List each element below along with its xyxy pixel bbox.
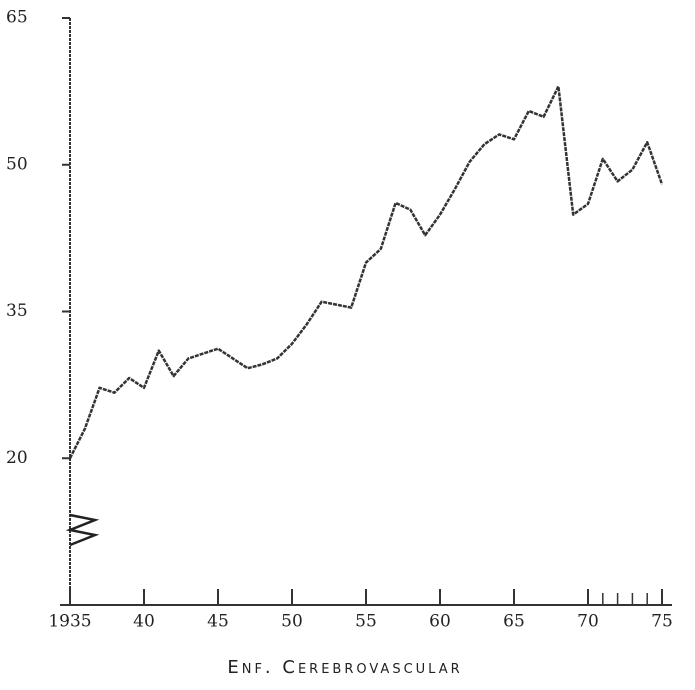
y-tick-label: 65	[6, 8, 28, 28]
x-tick-label: 45	[207, 612, 229, 632]
x-tick-label: 65	[503, 612, 525, 632]
y-tick-label: 50	[6, 154, 28, 174]
x-tick-label: 50	[281, 612, 303, 632]
x-tick-label: 60	[429, 612, 451, 632]
x-tick-label: 55	[355, 612, 377, 632]
axis-break	[65, 513, 100, 547]
y-tick-label: 20	[6, 448, 28, 468]
y-tick-label: 35	[6, 301, 28, 321]
x-tick-label: 1935	[48, 612, 91, 632]
x-tick-label: 75	[651, 612, 673, 632]
chart-title: Enf. Cerebrovascular	[227, 657, 462, 678]
data-line	[68, 85, 664, 459]
x-tick-label: 40	[133, 612, 155, 632]
x-tick-label: 70	[577, 612, 599, 632]
